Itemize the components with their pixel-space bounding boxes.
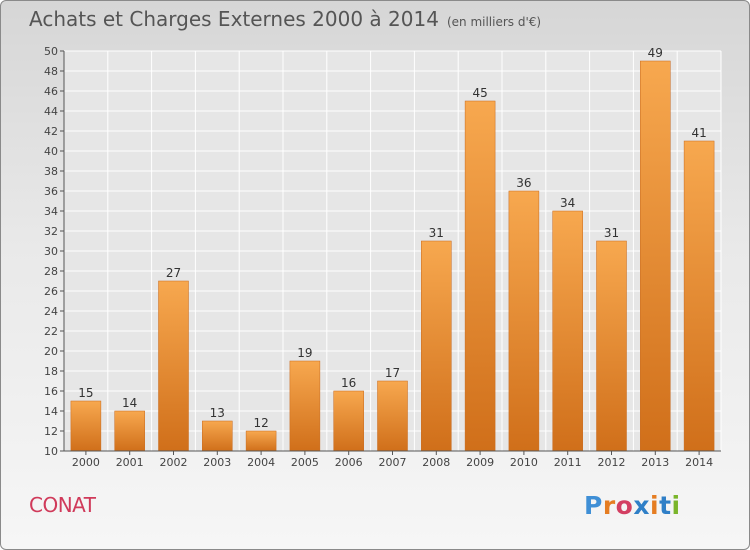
data-label: 41 [691, 126, 706, 140]
bar [464, 100, 496, 452]
data-label: 19 [297, 346, 312, 360]
y-tick-label: 12 [44, 425, 58, 438]
bar [421, 240, 452, 452]
bar [552, 210, 583, 452]
bar [377, 380, 408, 452]
bar [158, 280, 189, 452]
bar [508, 190, 540, 452]
bar [202, 420, 233, 452]
logo-letter: o [615, 491, 634, 520]
x-tick-label: 2012 [598, 456, 626, 469]
y-tick-label: 32 [44, 225, 58, 238]
y-tick-label: 30 [44, 245, 58, 258]
y-tick-label: 46 [44, 85, 58, 98]
data-label: 14 [122, 396, 137, 410]
logo-letter: i [671, 491, 681, 520]
y-tick-label: 16 [44, 385, 58, 398]
x-tick-label: 2008 [422, 456, 450, 469]
y-tick-label: 14 [44, 405, 58, 418]
y-tick-label: 28 [44, 265, 58, 278]
logo-letter: P [584, 491, 603, 520]
x-tick-label: 2013 [641, 456, 669, 469]
bar [114, 410, 145, 452]
data-label: 13 [210, 406, 225, 420]
x-tick-label: 2006 [335, 456, 363, 469]
y-tick-label: 40 [44, 145, 58, 158]
bar [70, 400, 102, 452]
x-tick-label: 2011 [554, 456, 582, 469]
x-tick-label: 2010 [510, 456, 538, 469]
bar [640, 60, 671, 452]
y-tick-label: 44 [44, 105, 58, 118]
y-tick-label: 24 [44, 305, 58, 318]
bar [596, 240, 627, 452]
data-label: 15 [78, 386, 93, 400]
y-tick-label: 10 [44, 445, 58, 458]
data-label: 12 [253, 416, 268, 430]
x-tick-label: 2003 [203, 456, 231, 469]
x-tick-label: 2007 [379, 456, 407, 469]
x-tick-label: 2002 [160, 456, 188, 469]
x-tick-label: 2000 [72, 456, 100, 469]
bar [683, 140, 715, 452]
chart-title-unit: (en milliers d'€) [446, 15, 542, 29]
y-tick-label: 18 [44, 365, 58, 378]
data-label: 31 [429, 226, 444, 240]
y-tick-label: 50 [44, 45, 58, 58]
y-tick-label: 26 [44, 285, 58, 298]
logo-letter: r [602, 491, 616, 520]
data-label: 49 [648, 46, 663, 60]
x-tick-label: 2009 [466, 456, 494, 469]
y-tick-label: 36 [44, 185, 58, 198]
data-label: 36 [516, 176, 531, 190]
data-label: 27 [166, 266, 181, 280]
commune-name: CONAT [29, 493, 96, 517]
x-tick-label: 2001 [116, 456, 144, 469]
y-tick-label: 42 [44, 125, 58, 138]
bar [333, 390, 364, 452]
y-tick-label: 38 [44, 165, 58, 178]
bar [289, 360, 321, 452]
y-tick-label: 22 [44, 325, 58, 338]
chart-title-main: Achats et Charges Externes 2000 à 2014 [29, 7, 439, 31]
logo-letter: i [650, 491, 660, 520]
data-label: 34 [560, 196, 575, 210]
data-label: 45 [472, 86, 487, 100]
x-tick-label: 2005 [291, 456, 319, 469]
y-tick-label: 48 [44, 65, 58, 78]
chart-title: Achats et Charges Externes 2000 à 2014 (e… [29, 7, 541, 31]
y-tick-label: 34 [44, 205, 58, 218]
data-label: 17 [385, 366, 400, 380]
data-label: 16 [341, 376, 356, 390]
logo-letter: t [659, 491, 672, 520]
y-tick-label: 20 [44, 345, 58, 358]
x-tick-label: 2014 [685, 456, 713, 469]
x-tick-label: 2004 [247, 456, 275, 469]
logo-letter: x [633, 491, 650, 520]
proxiti-logo: Proxiti [584, 491, 681, 520]
bar [245, 430, 277, 452]
data-label: 31 [604, 226, 619, 240]
